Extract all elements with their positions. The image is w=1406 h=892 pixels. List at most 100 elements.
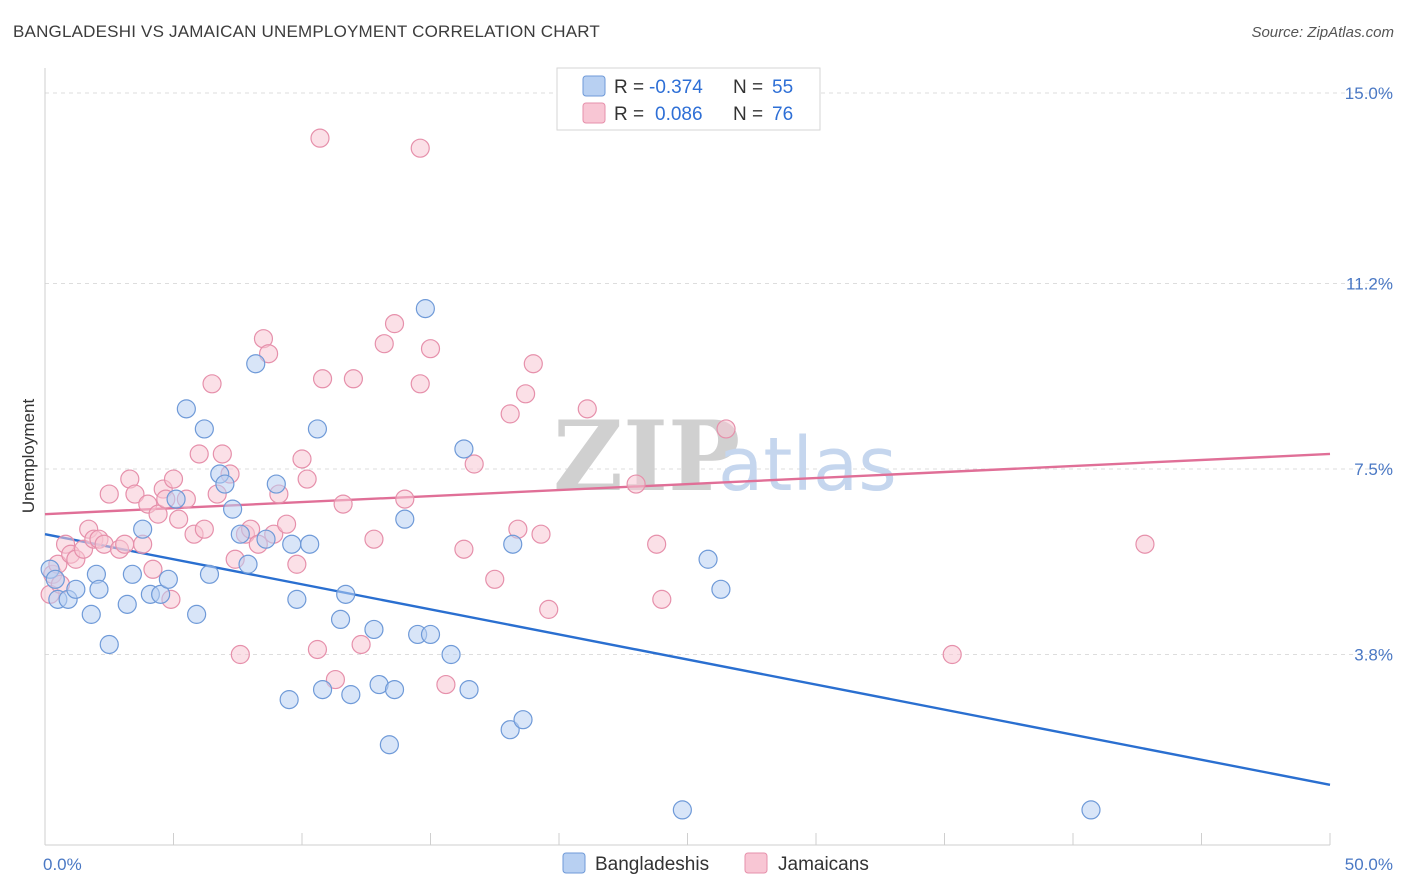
- jamaican-point: [539, 599, 559, 619]
- watermark: ZIP atlas: [553, 400, 897, 513]
- jamaican-point: [420, 339, 441, 359]
- y-tick-label: 3.8%: [1354, 646, 1393, 665]
- bangladeshi-point: [415, 299, 435, 319]
- jamaican-point: [276, 514, 297, 534]
- jamaican-point: [99, 484, 119, 504]
- bottom-legend: Bangladeshis Jamaicans: [562, 852, 869, 875]
- bottom-legend-swatch-bangladeshis: [562, 852, 586, 874]
- jamaican-point: [312, 369, 333, 389]
- correlation-legend: R = -0.374 N = 55 R = 0.086 N = 76: [556, 67, 821, 131]
- bangladeshi-point: [279, 690, 299, 710]
- jamaican-point: [410, 374, 430, 394]
- bangladeshi-point: [223, 499, 243, 519]
- jamaican-point: [577, 399, 597, 419]
- legend-r-label-1: R =: [614, 77, 644, 98]
- jamaican-point: [942, 644, 962, 665]
- jamaican-point: [454, 539, 474, 559]
- bangladeshi-trend-line: [44, 533, 1331, 787]
- bangladeshi-point: [503, 534, 523, 554]
- jamaican-point: [115, 534, 135, 554]
- jamaican-point: [202, 374, 222, 394]
- jamaican-point: [230, 644, 250, 665]
- bangladeshi-point: [246, 354, 266, 374]
- jamaican-point: [1135, 534, 1155, 554]
- bottom-legend-label-bangladeshis: Bangladeshis: [595, 854, 709, 875]
- y-tick-label: 11.2%: [1346, 275, 1393, 294]
- jamaican-point: [410, 138, 430, 158]
- bangladeshi-point: [199, 564, 220, 584]
- jamaican-trend-line: [44, 452, 1331, 516]
- bangladeshi-point: [384, 679, 405, 700]
- legend-n-label-1: N =: [733, 77, 763, 98]
- x-tick-labels: 0.0% 50.0%: [43, 855, 1393, 874]
- jamaican-point: [531, 524, 551, 544]
- bangladeshi-point: [379, 735, 399, 755]
- legend-n-label-2: N =: [733, 104, 763, 125]
- y-tick-label: 15.0%: [1345, 84, 1393, 103]
- bangladeshi-point: [194, 419, 214, 439]
- bangladeshi-point: [256, 529, 276, 549]
- jamaican-point: [125, 484, 145, 504]
- jamaican-point: [716, 419, 736, 439]
- jamaican-point: [292, 449, 312, 469]
- jamaican-point: [307, 639, 328, 660]
- jamaican-point: [148, 504, 168, 524]
- trend-lines: [44, 452, 1331, 787]
- data-points: [40, 128, 1155, 820]
- bangladeshi-point: [215, 474, 235, 494]
- y-tick-label: 7.5%: [1354, 460, 1393, 479]
- jamaican-point: [310, 128, 330, 148]
- jamaican-point: [351, 634, 371, 655]
- jamaican-point: [500, 404, 520, 424]
- watermark-zip: ZIP: [553, 400, 740, 513]
- bangladeshi-point: [282, 534, 302, 554]
- legend-r-value-1: -0.374: [649, 77, 703, 98]
- bangladeshi-point: [117, 594, 137, 614]
- bangladeshi-point: [336, 584, 356, 604]
- bangladeshi-point: [133, 519, 153, 539]
- jamaican-point: [652, 589, 672, 609]
- legend-n-value-2: 76: [772, 104, 793, 125]
- bangladeshi-point: [158, 569, 178, 589]
- bangladeshi-point: [66, 579, 86, 599]
- jamaican-point: [325, 669, 346, 690]
- legend-r-value-2: 0.086: [655, 104, 703, 125]
- bangladeshi-point: [307, 419, 328, 439]
- legend-n-value-1: 55: [772, 77, 793, 98]
- bangladeshi-point: [698, 549, 718, 569]
- bangladeshi-point: [81, 604, 101, 624]
- jamaican-point: [384, 314, 405, 334]
- bangladeshi-point: [230, 524, 250, 544]
- jamaican-point: [287, 554, 307, 574]
- bangladeshi-point: [364, 619, 384, 640]
- legend-r-label-2: R =: [614, 104, 644, 125]
- bangladeshi-point: [45, 569, 65, 589]
- jamaican-point: [194, 519, 214, 539]
- legend-swatch-jamaican: [582, 102, 606, 124]
- jamaican-point: [297, 469, 317, 489]
- bottom-legend-label-jamaicans: Jamaicans: [778, 854, 869, 875]
- bangladeshi-point: [459, 679, 479, 700]
- bangladeshi-point: [266, 474, 286, 494]
- chart-title: BANGLADESHI VS JAMAICAN UNEMPLOYMENT COR…: [13, 22, 601, 41]
- bangladeshi-point: [513, 710, 533, 730]
- bangladeshi-point: [300, 534, 320, 554]
- bangladeshi-point: [672, 800, 692, 820]
- jamaican-point: [523, 354, 543, 374]
- jamaican-point: [626, 474, 646, 494]
- jamaican-point: [515, 384, 536, 404]
- jamaican-point: [395, 489, 415, 509]
- legend-swatch-bangladeshi: [582, 75, 606, 97]
- bangladeshi-point: [122, 564, 142, 584]
- y-tick-labels: 3.8% 7.5% 11.2% 15.0%: [1345, 84, 1393, 664]
- bangladeshi-point: [420, 624, 441, 645]
- jamaican-point: [364, 529, 384, 549]
- bangladeshi-point: [395, 509, 415, 529]
- jamaican-point: [374, 334, 394, 354]
- jamaican-point: [189, 444, 209, 464]
- grid-lines: [45, 92, 1392, 656]
- bangladeshi-point: [312, 679, 333, 700]
- bangladeshi-point: [176, 399, 196, 419]
- jamaican-point: [485, 569, 505, 589]
